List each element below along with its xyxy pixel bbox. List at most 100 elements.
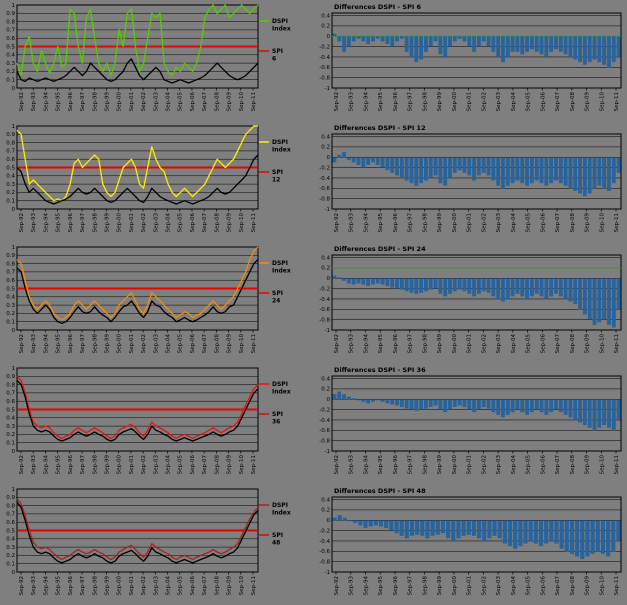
- svg-text:Sep-94: Sep-94: [43, 213, 49, 233]
- svg-text:Sep-94: Sep-94: [43, 576, 49, 596]
- svg-text:Sep-06: Sep-06: [190, 92, 196, 112]
- svg-text:0.6: 0.6: [6, 520, 15, 526]
- svg-text:Sep-93: Sep-93: [349, 213, 355, 233]
- svg-text:Sep-11: Sep-11: [251, 455, 257, 474]
- svg-text:-0.6: -0.6: [319, 428, 330, 434]
- svg-text:Sep-05: Sep-05: [526, 213, 532, 233]
- svg-text:0.1: 0.1: [6, 441, 15, 447]
- svg-text:Sep-93: Sep-93: [349, 455, 355, 475]
- svg-text:Sep-92: Sep-92: [19, 213, 25, 232]
- svg-text:Sep-10: Sep-10: [239, 213, 245, 233]
- svg-text:Sep-10: Sep-10: [239, 92, 245, 112]
- svg-text:0.5: 0.5: [6, 44, 15, 50]
- svg-text:Sep-04: Sep-04: [511, 455, 517, 475]
- svg-text:Sep-03: Sep-03: [496, 213, 502, 233]
- bar-chart: 0.4 0.2 0 -0.2 -0.4 -0.6 -0.8 -1 Sep-92 Sep-93 Sep…: [319, 366, 622, 475]
- svg-text:Sep-05: Sep-05: [178, 334, 184, 354]
- svg-text:Sep-10: Sep-10: [239, 455, 245, 475]
- svg-text:-0.2: -0.2: [319, 528, 330, 534]
- svg-text:0: 0: [12, 449, 16, 455]
- svg-text:Sep-09: Sep-09: [227, 334, 233, 354]
- svg-text:0.4: 0.4: [321, 497, 330, 503]
- svg-text:Sep-04: Sep-04: [166, 92, 172, 112]
- svg-text:Sep-94: Sep-94: [43, 455, 49, 475]
- svg-text:Sep-10: Sep-10: [239, 576, 245, 596]
- svg-text:Sep-01: Sep-01: [129, 92, 135, 111]
- svg-text:-0.4: -0.4: [319, 539, 330, 545]
- svg-text:0: 0: [327, 34, 331, 40]
- svg-text:Sep-04: Sep-04: [511, 213, 517, 233]
- svg-text:Sep-99: Sep-99: [104, 334, 110, 354]
- svg-text:Sep-98: Sep-98: [422, 334, 428, 354]
- svg-text:Sep-04: Sep-04: [166, 334, 172, 354]
- svg-text:Sep-06: Sep-06: [540, 576, 546, 596]
- svg-text:Sep-98: Sep-98: [92, 334, 98, 354]
- svg-text:Sep-01: Sep-01: [129, 576, 135, 595]
- svg-text:-1: -1: [325, 328, 330, 334]
- svg-text:Sep-01: Sep-01: [467, 576, 473, 595]
- svg-text:Sep-05: Sep-05: [178, 455, 184, 475]
- svg-text:Sep-99: Sep-99: [104, 213, 110, 233]
- svg-text:0: 0: [12, 86, 16, 92]
- svg-text:Sep-05: Sep-05: [178, 576, 184, 596]
- svg-text:0.7: 0.7: [6, 512, 15, 518]
- svg-text:0.6: 0.6: [6, 36, 15, 42]
- svg-text:-0.2: -0.2: [319, 286, 330, 292]
- svg-text:Sep-08: Sep-08: [570, 213, 576, 233]
- svg-text:0.4: 0.4: [321, 13, 330, 19]
- svg-text:-0.8: -0.8: [319, 317, 330, 323]
- svg-text:Sep-07: Sep-07: [202, 92, 208, 112]
- bar-chart: 0.4 0.2 0 -0.2 -0.4 -0.6 -0.8 -1 Sep-92 Sep-93 Sep…: [319, 245, 622, 354]
- svg-text:Sep-01: Sep-01: [467, 334, 473, 353]
- svg-text:Sep-11: Sep-11: [614, 455, 620, 474]
- svg-text:Sep-06: Sep-06: [190, 334, 196, 354]
- svg-text:Sep-94: Sep-94: [43, 334, 49, 354]
- svg-text:-1: -1: [325, 570, 330, 576]
- svg-text:0.5: 0.5: [6, 286, 15, 292]
- svg-text:Sep-97: Sep-97: [80, 92, 86, 112]
- svg-text:Sep-08: Sep-08: [214, 92, 220, 112]
- svg-text:Sep-95: Sep-95: [378, 334, 384, 354]
- svg-text:Sep-01: Sep-01: [129, 455, 135, 474]
- svg-text:Sep-04: Sep-04: [511, 334, 517, 354]
- svg-text:Sep-04: Sep-04: [166, 455, 172, 475]
- svg-text:0.4: 0.4: [321, 376, 330, 382]
- panel-diff-spi24-bars: 0.4 0.2 0 -0.2 -0.4 -0.6 -0.8 -1 Sep-92 Sep-93 Sep…: [312, 242, 627, 363]
- svg-text:Sep-92: Sep-92: [334, 576, 340, 595]
- panel-diff-spi48-bars: 0.4 0.2 0 -0.2 -0.4 -0.6 -0.8 -1 Sep-92 Sep-93 Sep…: [312, 484, 627, 605]
- svg-text:-1: -1: [325, 86, 330, 92]
- svg-text:Sep-05: Sep-05: [526, 92, 532, 112]
- svg-text:Sep-97: Sep-97: [80, 213, 86, 233]
- svg-text:Sep-11: Sep-11: [614, 334, 620, 353]
- svg-text:Sep-11: Sep-11: [251, 92, 257, 111]
- svg-text:Differences DSPI - SPI 12: Differences DSPI - SPI 12: [334, 124, 426, 132]
- svg-text:Sep-10: Sep-10: [239, 334, 245, 354]
- svg-text:Sep-99: Sep-99: [437, 92, 443, 112]
- svg-text:0.4: 0.4: [6, 53, 15, 59]
- svg-text:Sep-94: Sep-94: [363, 334, 369, 354]
- svg-text:Sep-09: Sep-09: [227, 576, 233, 596]
- svg-text:Sep-03: Sep-03: [496, 334, 502, 354]
- svg-text:Sep-95: Sep-95: [378, 213, 384, 233]
- svg-text:0.5: 0.5: [6, 407, 15, 413]
- svg-text:0.2: 0.2: [6, 190, 15, 196]
- svg-text:Sep-96: Sep-96: [68, 576, 74, 596]
- svg-text:0.4: 0.4: [6, 295, 15, 301]
- svg-text:Sep-11: Sep-11: [251, 213, 257, 232]
- svg-text:Sep-11: Sep-11: [614, 576, 620, 595]
- svg-text:0: 0: [12, 328, 16, 334]
- svg-text:Sep-09: Sep-09: [227, 213, 233, 233]
- svg-text:Sep-07: Sep-07: [555, 576, 561, 596]
- svg-text:-0.6: -0.6: [319, 307, 330, 313]
- svg-text:1: 1: [12, 3, 16, 9]
- svg-text:Differences DSPI - SPI 48: Differences DSPI - SPI 48: [334, 487, 426, 495]
- svg-text:Sep-09: Sep-09: [585, 92, 591, 112]
- svg-text:-0.4: -0.4: [319, 55, 330, 61]
